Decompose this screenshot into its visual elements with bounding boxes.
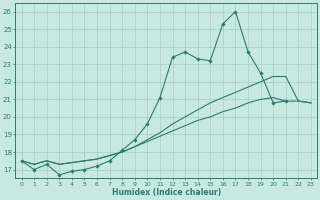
X-axis label: Humidex (Indice chaleur): Humidex (Indice chaleur) (112, 188, 221, 197)
